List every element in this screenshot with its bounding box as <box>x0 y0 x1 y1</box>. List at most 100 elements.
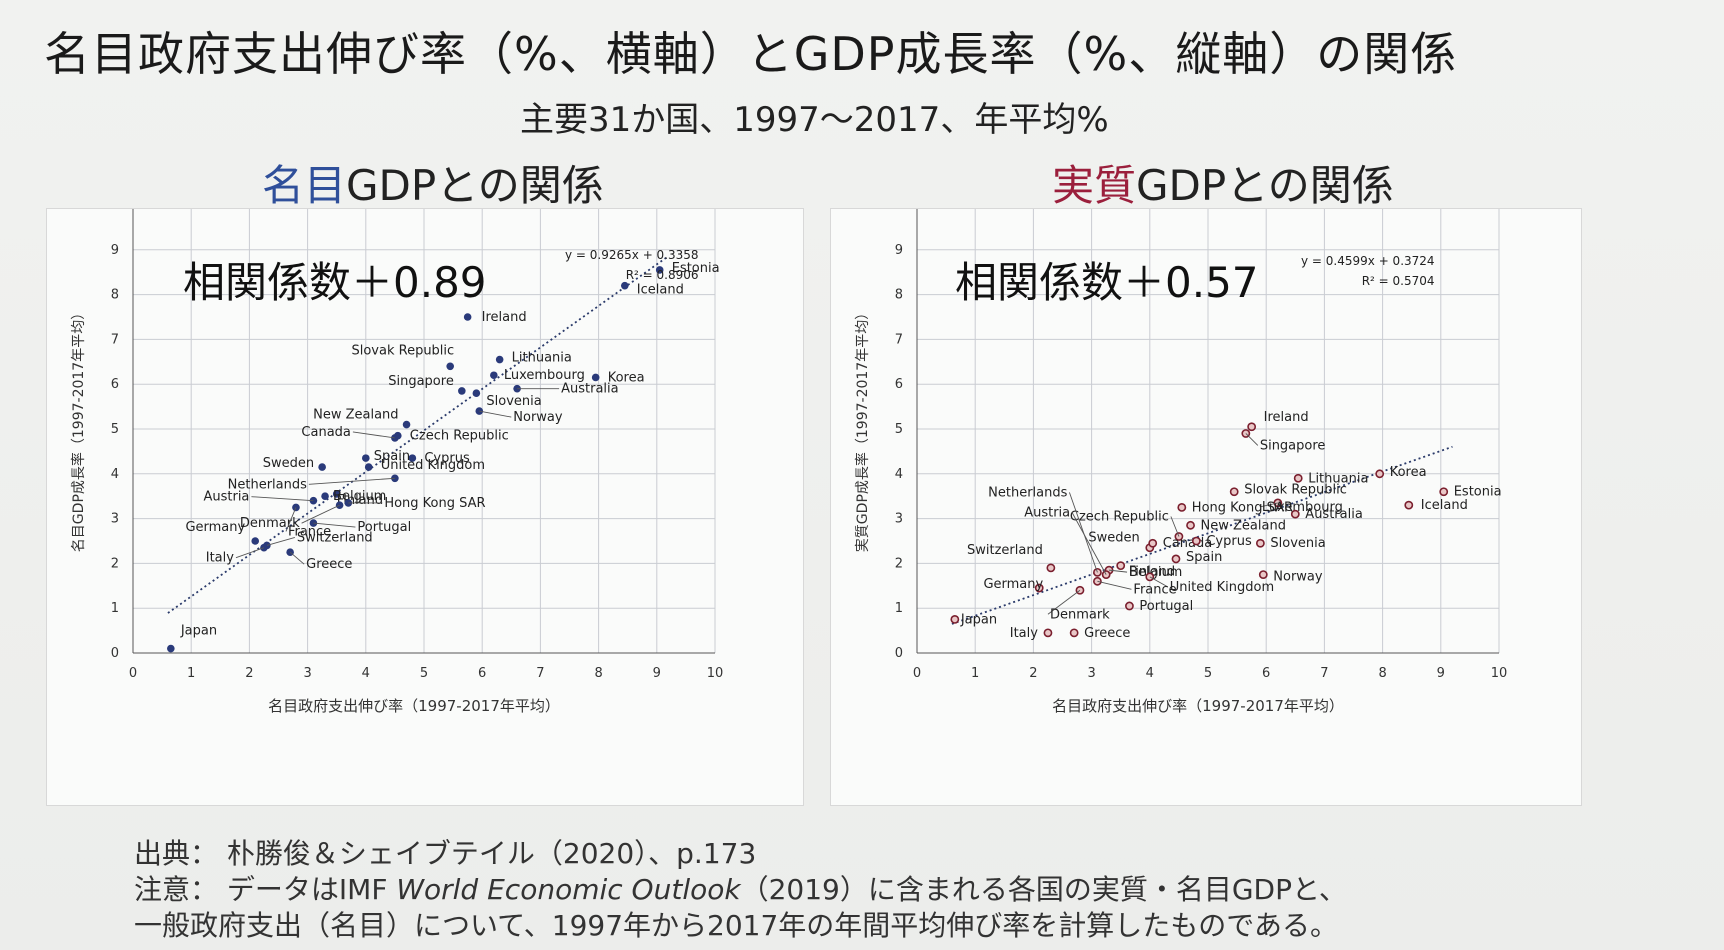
y-tick-label: 9 <box>111 243 119 258</box>
data-point <box>1255 538 1265 548</box>
y-tick-label: 1 <box>895 601 903 616</box>
y-tick-label: 5 <box>111 422 119 437</box>
point-label: France <box>288 524 331 539</box>
page-title: 名目政府支出伸び率（%、横軸）とGDP成長率（%、縦軸）の関係 <box>44 27 1458 81</box>
point-label: Sweden <box>1088 531 1139 546</box>
data-note-line1: 注意： データはIMF World Economic Outlook（2019）… <box>134 868 1347 908</box>
left-panel-title-accent: 名目 <box>262 161 347 210</box>
point-label: Australia <box>561 382 619 397</box>
point-label: Belgium <box>1129 565 1182 580</box>
data-point <box>446 362 454 371</box>
x-tick-label: 2 <box>1029 666 1037 681</box>
y-tick-label: 4 <box>111 467 119 482</box>
y-tick-label: 10 <box>886 209 903 213</box>
point-label: Norway <box>1273 570 1323 585</box>
point-label: Italy <box>206 551 235 566</box>
data-point <box>1247 422 1257 432</box>
r-squared: R² = 0.5704 <box>1361 274 1435 288</box>
point-label: Italy <box>1010 626 1039 641</box>
data-point <box>1093 567 1102 577</box>
data-point <box>391 474 399 483</box>
point-label: Netherlands <box>988 485 1067 500</box>
regression-equation: y = 0.9265x + 0.3358 <box>565 248 699 262</box>
data-point <box>1034 583 1044 593</box>
x-tick-label: 6 <box>478 666 486 681</box>
page-subtitle: 主要31か国、1997～2017、年平均% <box>520 100 1109 140</box>
point-label: Cyprus <box>1206 534 1252 549</box>
point-label: Germany <box>185 520 245 535</box>
y-tick-label: 5 <box>895 422 903 437</box>
point-label: Slovak Republic <box>1244 483 1347 498</box>
regression-equation: y = 0.4599x + 0.3724 <box>1301 254 1435 268</box>
point-label: Estonia <box>672 261 720 276</box>
leader-line <box>1071 512 1107 575</box>
note-prefix: 注意： データはIMF <box>134 873 397 906</box>
point-label: Ireland <box>1264 410 1309 425</box>
data-point <box>1043 628 1053 638</box>
x-tick-label: 5 <box>1204 666 1212 681</box>
point-label: Singapore <box>1260 438 1326 453</box>
right-panel-title: 実質GDPとの関係 <box>1052 152 1394 213</box>
point-label: Portugal <box>1139 599 1193 614</box>
point-label: Japan <box>180 624 217 639</box>
y-tick-label: 0 <box>111 646 119 661</box>
point-label: Iceland <box>1421 498 1468 513</box>
left-panel-title: 名目GDPとの関係 <box>262 152 604 213</box>
x-tick-label: 10 <box>707 666 724 681</box>
point-label: Luxembourg <box>1262 500 1343 515</box>
y-tick-label: 3 <box>895 512 903 527</box>
data-point <box>332 490 341 498</box>
point-label: Hong Kong SAR <box>1192 500 1293 515</box>
nominal-gdp-chart-panel: 0 1 2 3 4 5 6 7 8 9 10 0 1 2 3 4 5 6 7 8 9 10 名目政府支出伸び率（1997-2… <box>46 208 804 806</box>
correlation-label: 相関係数＋0.89 <box>183 258 487 307</box>
y-tick-label: 10 <box>102 209 119 213</box>
leader-line <box>1109 569 1128 573</box>
x-tick-label: 10 <box>1491 666 1508 681</box>
data-point <box>1258 570 1268 579</box>
data-point <box>408 454 417 462</box>
point-label: Austria <box>203 490 249 505</box>
note-suffix: （2019）に含まれる各国の実質・名目GDPと、 <box>740 873 1347 906</box>
point-label: Australia <box>1305 507 1363 522</box>
x-tick-label: 4 <box>1146 666 1154 681</box>
point-label: Spain <box>374 449 410 464</box>
point-label: Sweden <box>263 456 314 471</box>
leader-line <box>1047 589 1081 615</box>
data-note-line2: 一般政府支出（名目）について、1997年から2017年の年間平均伸び率を計算した… <box>134 909 1339 942</box>
x-tick-label: 3 <box>303 666 311 681</box>
data-point <box>1069 628 1079 638</box>
data-point <box>490 371 498 380</box>
leader-line <box>266 537 295 546</box>
data-point <box>472 389 481 397</box>
point-label: Estonia <box>1454 485 1502 500</box>
point-label: Slovenia <box>1270 536 1325 551</box>
point-label: Lithuania <box>512 351 572 366</box>
x-tick-label: 0 <box>129 666 137 681</box>
point-label: Greece <box>306 557 352 572</box>
point-label: Iceland <box>637 283 684 298</box>
point-label: Greece <box>1084 626 1130 641</box>
point-label: Spain <box>1186 550 1222 565</box>
point-label: Denmark <box>240 516 300 531</box>
real-gdp-scatter-chart: 0 1 2 3 4 5 6 7 8 9 10 0 1 2 3 4 5 6 7 8 9 10 名目政府支出伸び率（1997-2… <box>854 209 1508 715</box>
y-tick-label: 9 <box>895 243 903 258</box>
x-tick-label: 7 <box>1320 666 1328 681</box>
point-label: Norway <box>513 410 563 425</box>
point-label: Singapore <box>388 374 454 389</box>
data-points: Ireland Singapore Lithuania Korea EstoniaIce… <box>950 410 1502 641</box>
data-point <box>1229 487 1239 497</box>
data-point <box>950 614 960 624</box>
note-italic: World Economic Outlook <box>396 873 741 906</box>
x-tick-label: 9 <box>653 666 661 681</box>
regression-equation-block: y = 0.9265x + 0.3358 R² = 0.8906 <box>565 245 699 285</box>
data-point <box>463 313 472 321</box>
right-panel-title-rest: GDPとの関係 <box>1136 161 1394 210</box>
data-point <box>251 537 260 545</box>
x-axis-label: 名目政府支出伸び率（1997-2017年平均） <box>1052 697 1344 715</box>
data-point <box>1439 487 1449 497</box>
point-label: Switzerland <box>967 543 1043 558</box>
point-label: New Zealand <box>313 408 398 423</box>
x-tick-label: 9 <box>1437 666 1445 681</box>
point-label: New Zealand <box>1201 518 1286 533</box>
point-label: Cyprus <box>424 451 470 466</box>
